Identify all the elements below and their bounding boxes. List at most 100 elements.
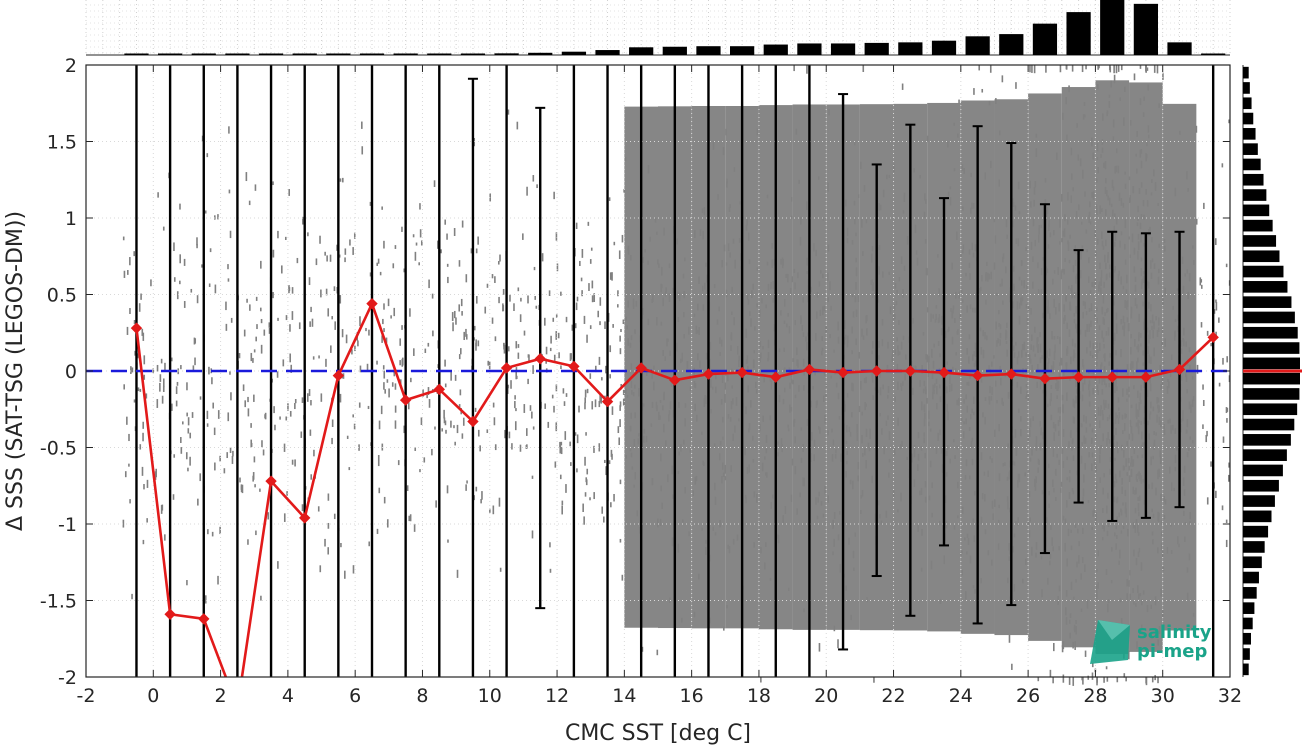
scatter-point (553, 191, 555, 200)
scatter-point (963, 167, 965, 174)
scatter-point (765, 542, 767, 548)
scatter-point (553, 405, 555, 413)
scatter-point (301, 504, 304, 512)
scatter-point (1118, 512, 1120, 518)
scatter-point (186, 382, 188, 391)
scatter-point (1110, 408, 1112, 416)
scatter-point (196, 295, 199, 304)
scatter-point (1183, 510, 1185, 517)
scatter-point (871, 350, 873, 355)
scatter-point (1187, 187, 1189, 192)
scatter-point (923, 211, 926, 218)
scatter-point (1170, 550, 1173, 555)
scatter-point (999, 324, 1002, 330)
scatter-point (1160, 224, 1163, 229)
scatter-point (1068, 259, 1071, 264)
scatter-point (1068, 85, 1070, 93)
scatter-point (310, 400, 312, 406)
scatter-point (1107, 307, 1109, 312)
scatter-point (1109, 353, 1111, 358)
scatter-point (143, 483, 145, 490)
scatter-point (383, 303, 385, 310)
scatter-point (764, 456, 766, 460)
scatter-point (980, 286, 982, 291)
scatter-point (1073, 626, 1076, 633)
scatter-point (780, 438, 783, 447)
scatter-point (731, 286, 734, 293)
scatter-point (894, 283, 897, 289)
scatter-point (1139, 65, 1142, 69)
scatter-point (896, 345, 899, 350)
scatter-point (1059, 416, 1061, 422)
scatter-point (1173, 487, 1175, 492)
scatter-point (1034, 483, 1037, 491)
scatter-point (697, 353, 699, 361)
scatter-point (1026, 391, 1028, 397)
scatter-point (833, 349, 835, 353)
scatter-point (217, 575, 219, 585)
scatter-point (412, 234, 415, 238)
scatter-point (862, 65, 865, 72)
scatter-point (1177, 536, 1179, 545)
scatter-point (1046, 268, 1049, 274)
scatter-point (1151, 482, 1154, 487)
scatter-point (663, 227, 665, 236)
scatter-point (1023, 341, 1026, 351)
scatter-point (787, 273, 789, 283)
x-axis-label: CMC SST [deg C] (565, 721, 751, 746)
scatter-point (1093, 459, 1096, 466)
scatter-point (1133, 247, 1136, 254)
scatter-point (1180, 348, 1183, 354)
scatter-point (502, 305, 505, 312)
scatter-point (852, 550, 855, 559)
scatter-point (1025, 304, 1028, 309)
scatter-point (214, 284, 217, 294)
scatter-point (924, 412, 926, 420)
scatter-point (747, 385, 749, 393)
scatter-point (1029, 65, 1031, 73)
scatter-point (932, 391, 934, 400)
scatter-point (878, 340, 880, 348)
right-hist-bar (1243, 204, 1270, 217)
scatter-point (1009, 546, 1011, 555)
scatter-point (960, 288, 963, 294)
scatter-point (900, 256, 903, 264)
scatter-point (634, 384, 636, 389)
scatter-point (499, 254, 501, 262)
scatter-point (239, 477, 241, 483)
scatter-point (458, 304, 461, 312)
scatter-point (694, 383, 697, 389)
scatter-point (1135, 558, 1138, 566)
scatter-point (966, 551, 968, 555)
scatter-point (949, 186, 952, 190)
scatter-point (1124, 489, 1127, 497)
scatter-point (1095, 487, 1098, 496)
scatter-point (1142, 350, 1145, 356)
scatter-point (247, 408, 250, 417)
scatter-point (1158, 268, 1160, 274)
series-point (904, 365, 917, 377)
scatter-point (961, 550, 963, 554)
scatter-point (145, 393, 148, 399)
scatter-point (1225, 407, 1228, 414)
scatter-point (1135, 487, 1137, 495)
scatter-point (696, 414, 698, 422)
scatter-point (760, 352, 762, 359)
scatter-point (954, 455, 956, 460)
scatter-point (747, 232, 750, 241)
scatter-point (511, 443, 513, 450)
scatter-point (435, 500, 437, 508)
scatter-point (1114, 457, 1116, 461)
scatter-point (1102, 337, 1105, 343)
scatter-point (733, 167, 736, 172)
scatter-point (970, 207, 972, 214)
scatter-point (813, 439, 816, 449)
scatter-point (1126, 317, 1129, 323)
scatter-point (559, 474, 562, 480)
scatter-point (1036, 381, 1038, 388)
scatter-point (1151, 508, 1154, 513)
scatter-point (830, 305, 832, 311)
scatter-point (782, 259, 785, 266)
x-tick-label: 30 (1151, 685, 1175, 707)
scatter-point (1071, 284, 1073, 294)
